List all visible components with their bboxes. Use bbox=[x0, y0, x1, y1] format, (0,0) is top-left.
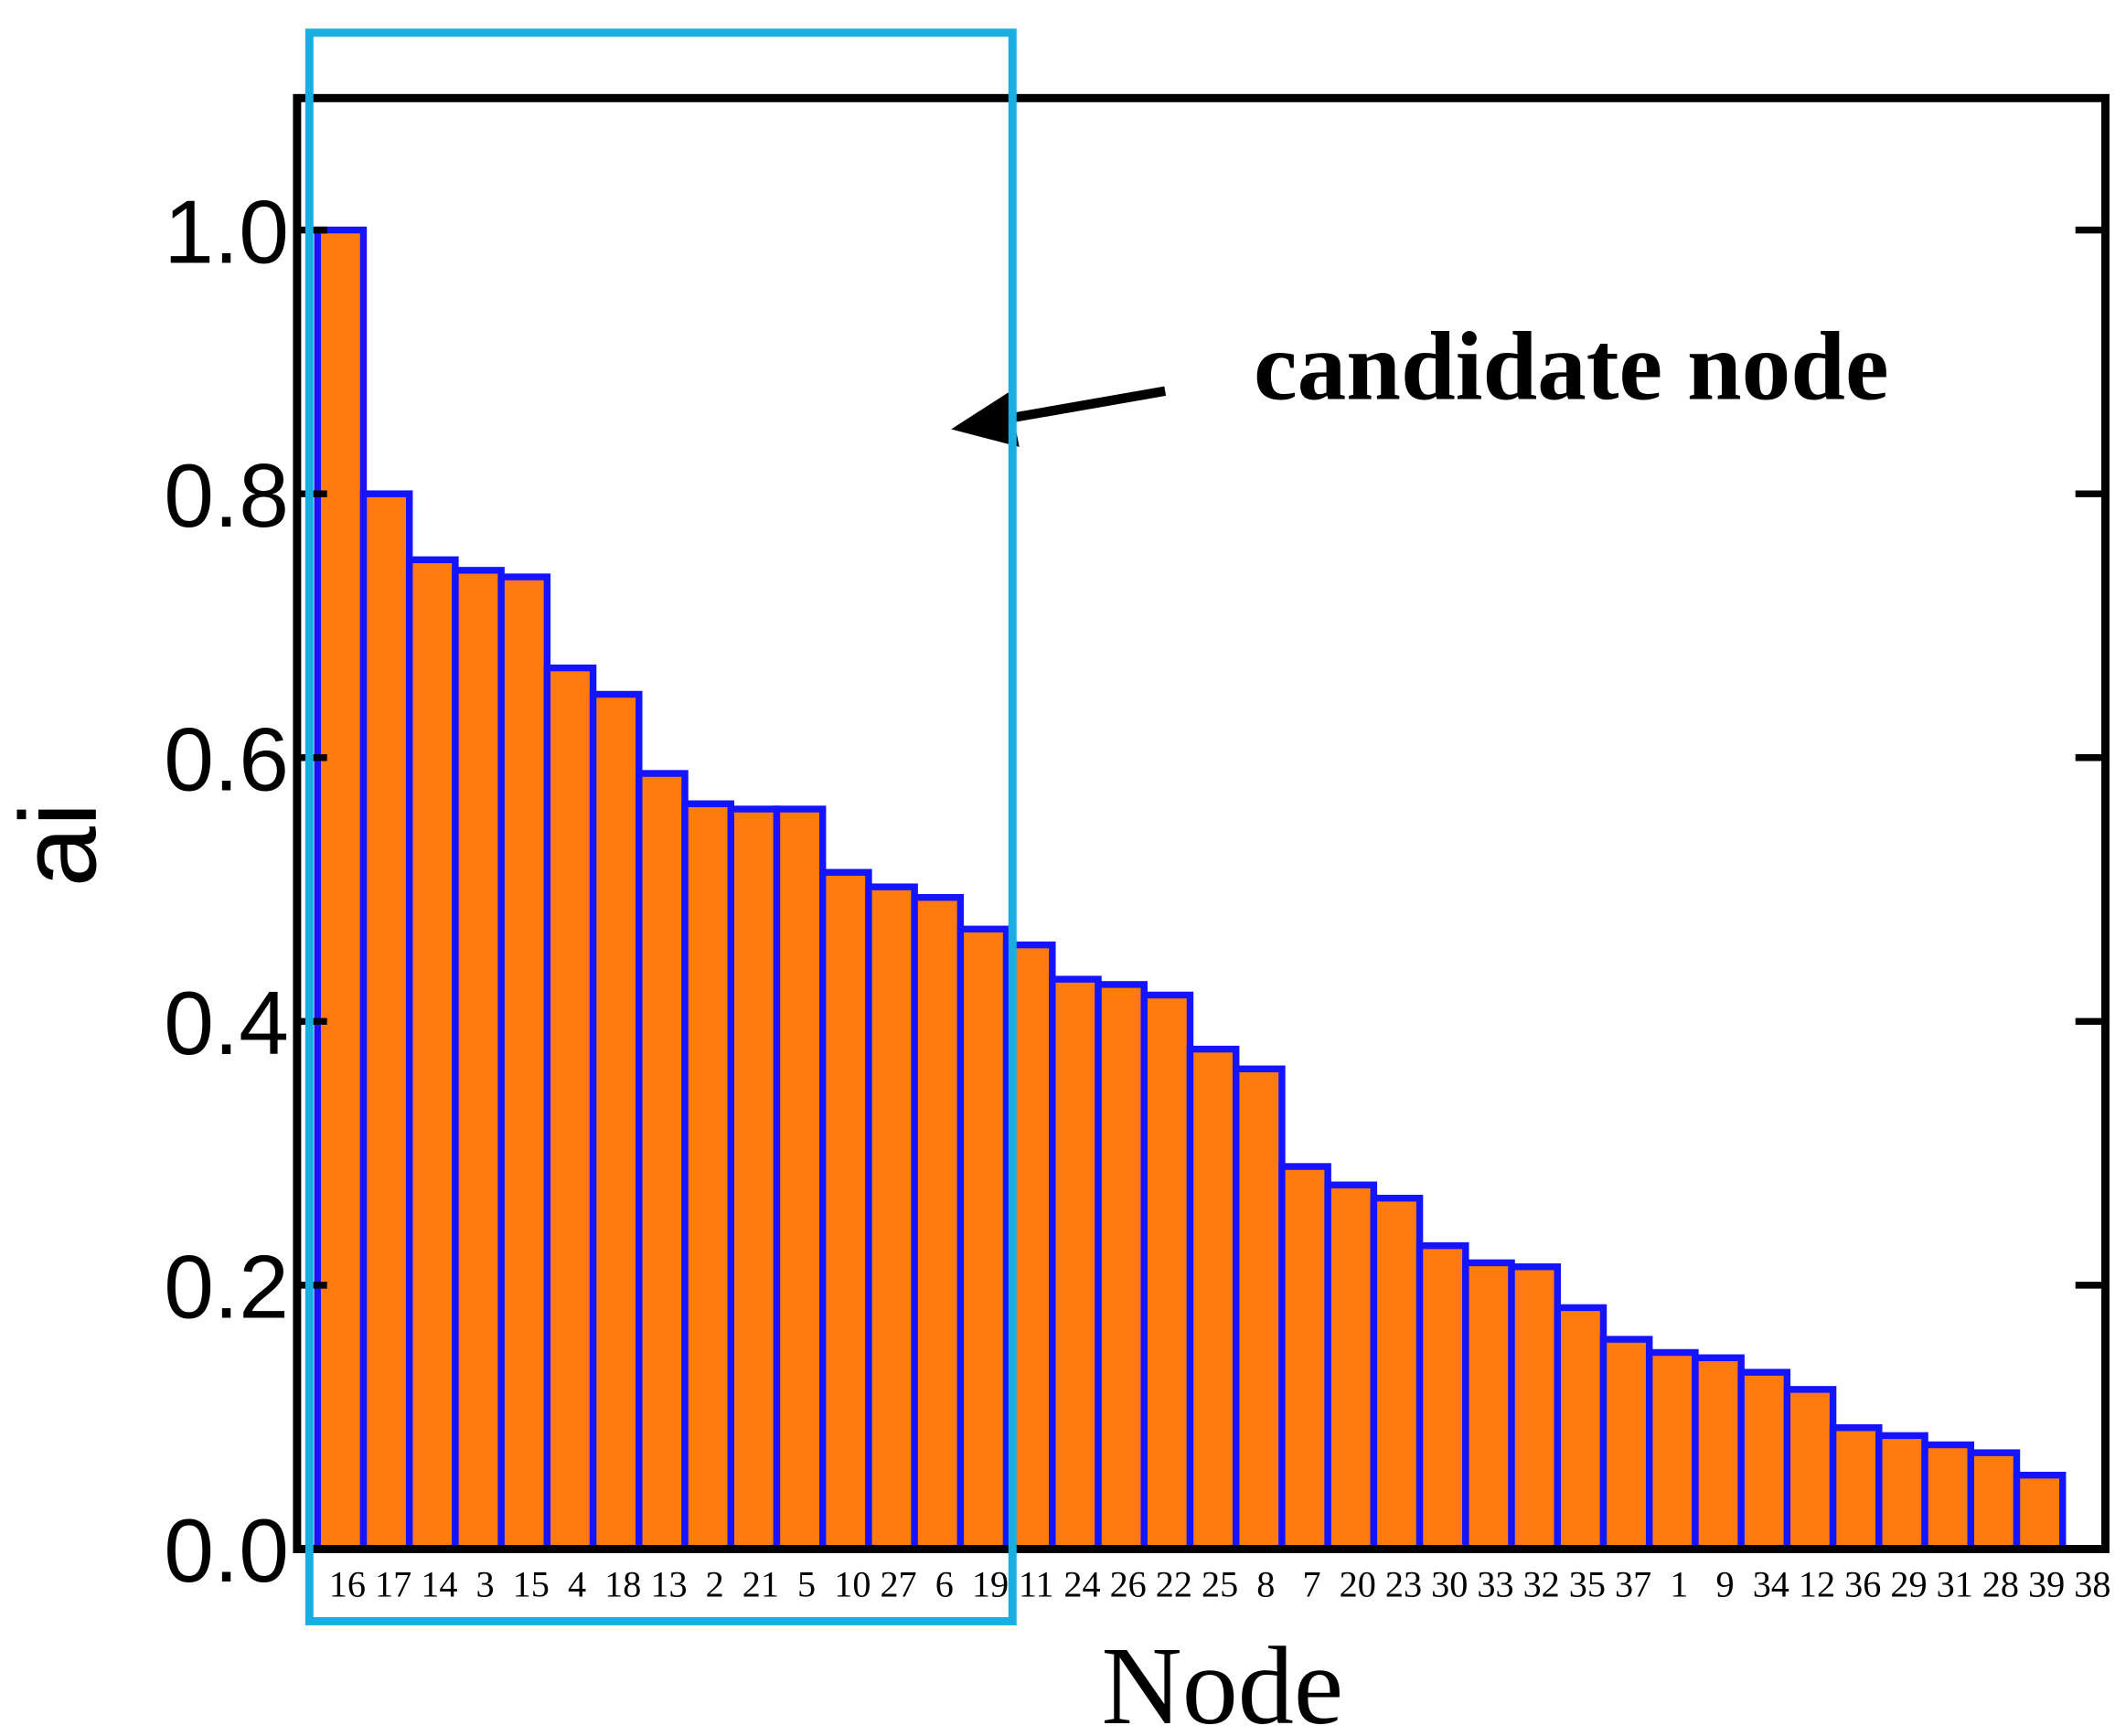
bar bbox=[1508, 1262, 1561, 1553]
bar bbox=[1875, 1432, 1928, 1553]
x-tick-label: 30 bbox=[1431, 1564, 1468, 1605]
y-tick-label: 0.0 bbox=[164, 1500, 289, 1601]
x-tick-label: 15 bbox=[513, 1564, 550, 1605]
bar bbox=[452, 567, 505, 1553]
x-tick-label: 5 bbox=[797, 1564, 816, 1605]
x-tick-label: 21 bbox=[742, 1564, 779, 1605]
bar bbox=[589, 690, 643, 1553]
x-tick-label: 25 bbox=[1202, 1564, 1238, 1605]
highlight-box bbox=[304, 28, 1017, 1625]
y-tick-label: 0.4 bbox=[164, 973, 289, 1073]
arrow-head bbox=[951, 392, 1020, 447]
bar bbox=[681, 800, 734, 1553]
x-tick-label: 34 bbox=[1753, 1564, 1789, 1605]
x-tick-label: 39 bbox=[2028, 1564, 2065, 1605]
x-tick-label: 26 bbox=[1110, 1564, 1147, 1605]
x-tick-label: 31 bbox=[1937, 1564, 1973, 1605]
x-tick-label: 37 bbox=[1615, 1564, 1651, 1605]
x-tick-label: 1 bbox=[1670, 1564, 1688, 1605]
x-tick-label: 28 bbox=[1982, 1564, 2019, 1605]
bar bbox=[1370, 1194, 1424, 1553]
x-tick-label: 18 bbox=[604, 1564, 641, 1605]
bar bbox=[1599, 1336, 1653, 1553]
x-tick-label: 27 bbox=[880, 1564, 916, 1605]
bar bbox=[405, 556, 459, 1553]
x-tick-label: 16 bbox=[329, 1564, 366, 1605]
x-tick-label: 19 bbox=[972, 1564, 1009, 1605]
x-tick-label: 12 bbox=[1799, 1564, 1835, 1605]
x-tick-label: 36 bbox=[1844, 1564, 1881, 1605]
bar bbox=[2013, 1471, 2067, 1553]
bar bbox=[359, 490, 413, 1553]
bar bbox=[636, 770, 689, 1553]
x-tick-label: 22 bbox=[1156, 1564, 1192, 1605]
x-tick-label: 23 bbox=[1385, 1564, 1422, 1605]
bar bbox=[1278, 1163, 1331, 1553]
x-tick-label: 17 bbox=[375, 1564, 411, 1605]
x-tick-label: 6 bbox=[935, 1564, 954, 1605]
y-tick-label: 0.2 bbox=[164, 1237, 289, 1337]
x-axis-label: Node bbox=[1101, 1624, 1343, 1736]
x-tick-label: 24 bbox=[1063, 1564, 1100, 1605]
y-tick-label: 0.6 bbox=[164, 709, 289, 810]
x-tick-label: 4 bbox=[568, 1564, 586, 1605]
bar bbox=[1415, 1241, 1469, 1553]
bar bbox=[1737, 1369, 1791, 1553]
bar bbox=[1921, 1441, 1974, 1553]
arrow-shaft bbox=[1000, 386, 1167, 425]
bar bbox=[1554, 1304, 1608, 1553]
bar bbox=[314, 226, 368, 1553]
x-tick-label: 20 bbox=[1340, 1564, 1376, 1605]
bar bbox=[727, 805, 781, 1553]
plot-frame bbox=[293, 93, 2110, 1553]
bar bbox=[818, 868, 872, 1553]
bar bbox=[865, 883, 918, 1553]
x-tick-label: 14 bbox=[421, 1564, 457, 1605]
x-tick-label: 13 bbox=[650, 1564, 687, 1605]
bar bbox=[1462, 1259, 1515, 1553]
bar bbox=[1829, 1424, 1883, 1553]
y-tick-label: 1.0 bbox=[164, 181, 289, 282]
bar bbox=[1095, 981, 1148, 1553]
x-tick-label: 10 bbox=[834, 1564, 871, 1605]
bar bbox=[1692, 1354, 1745, 1553]
x-tick-label: 38 bbox=[2074, 1564, 2110, 1605]
bar bbox=[1783, 1386, 1837, 1553]
y-tick-label: 0.8 bbox=[164, 445, 289, 546]
bar bbox=[1645, 1348, 1699, 1553]
x-tick-label: 9 bbox=[1716, 1564, 1735, 1605]
x-tick-label: 11 bbox=[1019, 1564, 1054, 1605]
bar bbox=[1232, 1065, 1286, 1553]
annotation: candidate node bbox=[1254, 313, 1889, 421]
x-tick-label: 32 bbox=[1523, 1564, 1560, 1605]
x-tick-label: 33 bbox=[1477, 1564, 1513, 1605]
x-tick-label: 35 bbox=[1569, 1564, 1606, 1605]
x-tick-label: 8 bbox=[1256, 1564, 1275, 1605]
bar bbox=[773, 805, 827, 1553]
bar bbox=[1967, 1449, 2021, 1553]
bar bbox=[1049, 975, 1102, 1553]
bar bbox=[911, 893, 965, 1553]
bar bbox=[1140, 991, 1194, 1553]
x-tick-label: 2 bbox=[706, 1564, 724, 1605]
bar bbox=[1186, 1045, 1240, 1553]
bar bbox=[543, 664, 597, 1553]
x-tick-label: 7 bbox=[1303, 1564, 1321, 1605]
bar bbox=[956, 925, 1010, 1553]
x-tick-label: 3 bbox=[475, 1564, 494, 1605]
plot-group: Node ai candidate node 16 17 14 3 15 4 18 13 2 21… bbox=[0, 28, 2110, 1736]
x-tick-label: 29 bbox=[1890, 1564, 1927, 1605]
bar bbox=[497, 573, 551, 1553]
bar bbox=[1324, 1181, 1378, 1553]
y-axis-label: ai bbox=[0, 803, 119, 888]
